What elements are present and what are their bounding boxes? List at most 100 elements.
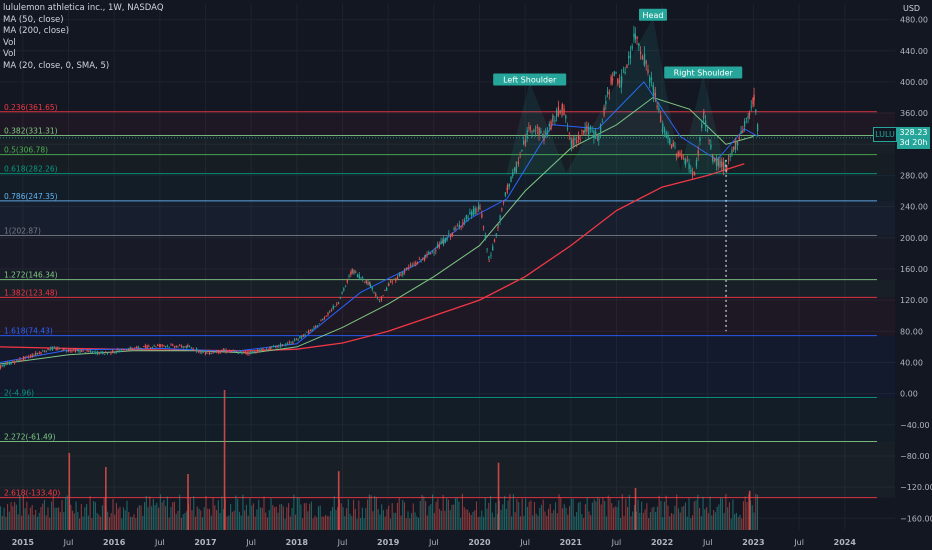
candle-body (129, 347, 131, 350)
volume-bar (356, 518, 358, 530)
fib-zone (0, 154, 895, 174)
candle-body (449, 234, 452, 237)
volume-bar (655, 511, 657, 530)
indicator-ma200[interactable]: MA (200, close) (3, 26, 70, 36)
candle-body (122, 348, 124, 350)
volume-bar (275, 506, 277, 530)
candle-body (5, 363, 7, 366)
indicator-vol[interactable]: Vol (3, 37, 16, 48)
candle-body (22, 357, 25, 360)
candle-body (19, 358, 21, 361)
volume-bar (530, 500, 532, 530)
candle-body (248, 352, 250, 355)
candle-body (286, 343, 289, 345)
candle-body (467, 217, 469, 219)
candle-body (336, 303, 338, 305)
volume-bar (201, 517, 204, 530)
candle-body (137, 346, 139, 349)
candle-body (253, 351, 255, 352)
candle-body (448, 233, 450, 235)
volume-bar (382, 510, 384, 530)
fib-level-label: 2(-4.96) (4, 388, 34, 397)
candle-body (168, 346, 170, 348)
candle-body (455, 227, 457, 229)
volume-bar (672, 513, 674, 530)
candle-body (701, 123, 703, 128)
volume-bar (91, 518, 93, 530)
volume-bar (711, 515, 713, 530)
x-tick-label: Jul (519, 538, 530, 547)
candle-body (192, 348, 194, 350)
indicator-ma20[interactable]: MA (20, close, 0, SMA, 5) (3, 60, 110, 71)
volume-bar (367, 499, 369, 530)
volume-bar (713, 510, 715, 530)
x-tick-label: 2022 (651, 538, 673, 547)
candle-body (40, 352, 42, 354)
volume-spike (634, 488, 637, 530)
candle-body (488, 261, 490, 262)
volume-bar (210, 515, 212, 530)
volume-bar (24, 508, 26, 530)
volume-bar (131, 516, 133, 530)
volume-bar (628, 494, 630, 530)
volume-bar (549, 503, 551, 530)
candle-body (66, 350, 68, 352)
candle-body (50, 347, 52, 350)
volume-bar (296, 497, 298, 530)
candle-body (234, 351, 236, 352)
y-tick-label: 440.00 (900, 47, 928, 56)
volume-bar (444, 510, 446, 530)
candle-body (581, 130, 583, 132)
candle-body (733, 146, 735, 150)
candle-body (88, 351, 90, 352)
candle-body (622, 69, 625, 71)
volume-bar (256, 509, 258, 530)
candle-body (132, 348, 134, 350)
candle-body (554, 120, 556, 122)
volume-bar (261, 507, 263, 530)
candle-body (641, 55, 644, 60)
candle-body (313, 327, 315, 329)
volume-bar (47, 507, 49, 530)
volume-bar (77, 512, 79, 530)
candle-body (438, 244, 441, 248)
y-tick-label: −120.00 (900, 483, 932, 492)
fib-level-label: 1.382(123.48) (4, 288, 58, 297)
volume-bar (558, 494, 560, 530)
candle-body (0, 365, 2, 368)
volume-bar (268, 510, 270, 530)
pattern-label: Right Shoulder (674, 68, 734, 77)
volume-bar (103, 497, 105, 530)
indicator-ma50[interactable]: MA (50, close) (3, 14, 64, 25)
candle-body (697, 150, 699, 156)
volume-bar (683, 505, 685, 530)
candle-body (512, 172, 514, 176)
x-tick-label: Jul (245, 538, 256, 547)
candle-body (329, 311, 331, 313)
volume-bar (403, 502, 406, 530)
candle-body (606, 90, 609, 95)
volume-bar (477, 517, 479, 530)
volume-bar (374, 495, 376, 530)
candle-body (550, 121, 552, 130)
volume-bar (119, 506, 121, 530)
volume-bar (12, 506, 14, 530)
candle-body (408, 266, 410, 268)
candle-body (207, 353, 209, 354)
volume-bar (579, 501, 581, 530)
candle-body (610, 76, 612, 84)
volume-bar (626, 506, 629, 530)
volume-bar (291, 507, 293, 530)
volume-bar (200, 510, 202, 530)
volume-bar (79, 518, 81, 530)
candle-body (346, 280, 348, 283)
candle-body (274, 345, 276, 347)
volume-bar (14, 501, 16, 530)
volume-bar (10, 502, 12, 530)
candle-body (712, 159, 714, 162)
volume-bar (619, 517, 622, 530)
y-tick-label: 0.00 (900, 390, 918, 399)
candle-body (456, 225, 459, 227)
indicator-vol-2[interactable]: Vol (3, 49, 16, 59)
